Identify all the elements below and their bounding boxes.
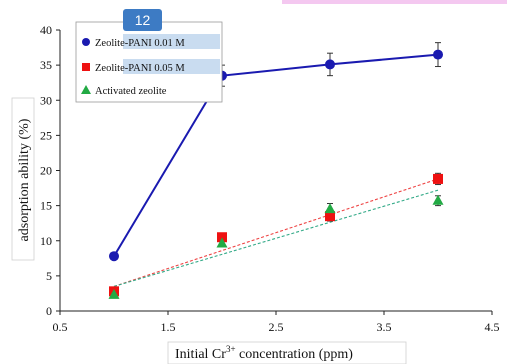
y-tick-label: 20: [40, 164, 52, 178]
data-point-square: [325, 211, 335, 222]
x-tick-label: 0.5: [53, 320, 68, 334]
data-point-circle: [433, 49, 443, 60]
series-lines: [113, 53, 439, 257]
data-point-triangle: [108, 288, 120, 299]
y-tick-label: 10: [40, 234, 52, 248]
x-tick-label: 3.5: [377, 320, 392, 334]
x-tick-label: 4.5: [485, 320, 500, 334]
trendline-2: [113, 178, 439, 287]
axes: 0 5 10 15 20 25 30 35 40 0.5 1.5 2.5 3.5 4.5: [40, 23, 500, 334]
legend: Zeolite-PANI 0.01 M Zeolite-PANI 0.05 M …: [75, 21, 223, 103]
x-axis-title-superscript: 3+: [226, 344, 236, 354]
x-tick-label: 1.5: [161, 320, 176, 334]
x-axis-title-main: Initial Cr: [175, 347, 226, 362]
page-number-badge: 12: [123, 9, 162, 31]
y-tick-label: 25: [40, 128, 52, 142]
data-point-square: [433, 173, 443, 184]
legend-label-2: Zeolite-PANI 0.05 M: [95, 63, 185, 74]
y-axis-title-box: [11, 97, 35, 261]
x-tick-label: 2.5: [269, 320, 284, 334]
legend-highlight-2: [123, 59, 220, 74]
x-axis-title-box: [167, 341, 407, 364]
trendline-3: [113, 189, 439, 287]
legend-marker-circle: [82, 38, 90, 46]
x-axis-title: Initial Cr3+ concentration (ppm): [175, 344, 353, 362]
series-line-1: [113, 53, 439, 257]
data-point-circle: [109, 251, 119, 262]
y-axis-title: adsorption ability (%): [17, 118, 32, 241]
legend-marker-triangle: [81, 85, 91, 94]
legend-highlight-1: [123, 34, 220, 49]
legend-marker-square: [82, 63, 90, 71]
y-tick-label: 30: [40, 93, 52, 107]
legend-label-1: Zeolite-PANI 0.01 M: [95, 38, 185, 49]
legend-label-3: Activated zeolite: [95, 86, 167, 97]
data-point-triangle: [216, 237, 228, 248]
data-point-triangle: [324, 203, 336, 214]
data-point-triangle: [432, 194, 444, 205]
y-tick-label: 15: [40, 199, 52, 213]
data-point-square: [217, 232, 227, 243]
top-highlight-strip: [282, 0, 507, 4]
data-point-circle: [325, 59, 335, 70]
y-tick-label: 5: [46, 269, 52, 283]
y-tick-label: 35: [40, 58, 52, 72]
y-tick-label: 0: [46, 304, 52, 318]
y-tick-label: 40: [40, 23, 52, 37]
trendlines: [113, 178, 439, 287]
x-axis-title-suffix: concentration (ppm): [236, 347, 354, 362]
